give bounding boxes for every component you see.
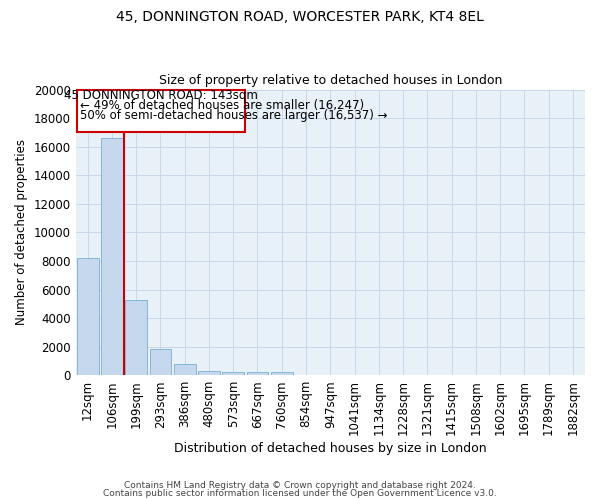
X-axis label: Distribution of detached houses by size in London: Distribution of detached houses by size … xyxy=(174,442,487,455)
Text: Contains public sector information licensed under the Open Government Licence v3: Contains public sector information licen… xyxy=(103,488,497,498)
Bar xyxy=(198,371,220,375)
Bar xyxy=(101,138,123,375)
Text: 45 DONNINGTON ROAD: 143sqm: 45 DONNINGTON ROAD: 143sqm xyxy=(64,89,258,102)
Bar xyxy=(125,300,147,375)
Title: Size of property relative to detached houses in London: Size of property relative to detached ho… xyxy=(158,74,502,87)
Text: ← 49% of detached houses are smaller (16,247): ← 49% of detached houses are smaller (16… xyxy=(80,99,365,112)
Text: 50% of semi-detached houses are larger (16,537) →: 50% of semi-detached houses are larger (… xyxy=(80,109,388,122)
Bar xyxy=(77,258,98,375)
Bar xyxy=(223,372,244,375)
Bar xyxy=(77,90,245,132)
Text: 45, DONNINGTON ROAD, WORCESTER PARK, KT4 8EL: 45, DONNINGTON ROAD, WORCESTER PARK, KT4… xyxy=(116,10,484,24)
Bar xyxy=(271,372,293,375)
Y-axis label: Number of detached properties: Number of detached properties xyxy=(15,140,28,326)
Text: Contains HM Land Registry data © Crown copyright and database right 2024.: Contains HM Land Registry data © Crown c… xyxy=(124,481,476,490)
Bar xyxy=(149,350,172,375)
Bar xyxy=(174,364,196,375)
Bar xyxy=(247,372,268,375)
